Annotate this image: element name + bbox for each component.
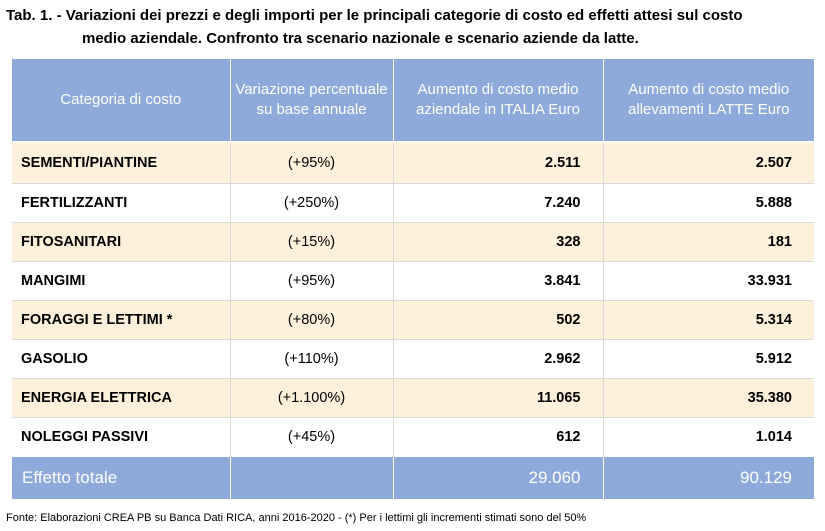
cell-latte: 5.314 — [602, 300, 814, 340]
cell-latte: 5.912 — [602, 339, 814, 379]
total-label: Effetto totale — [12, 456, 230, 499]
cell-italia: 11.065 — [392, 378, 603, 418]
table-row: FERTILIZZANTI (+250%) 7.240 5.888 — [12, 183, 814, 223]
cell-variation: (+15%) — [229, 222, 393, 262]
table-row: ENERGIA ELETTRICA (+1.100%) 11.065 35.38… — [12, 378, 814, 418]
cell-variation: (+95%) — [229, 141, 393, 184]
table-title: Tab. 1. - Variazioni dei prezzi e degli … — [6, 4, 818, 50]
total-latte: 90.129 — [602, 456, 814, 499]
table-header-row: Categoria di costo Variazione percentual… — [12, 59, 814, 142]
table-row: NOLEGGI PASSIVI (+45%) 612 1.014 — [12, 417, 814, 457]
cell-category: FITOSANITARI — [12, 222, 230, 262]
cell-latte: 181 — [602, 222, 814, 262]
cell-category: NOLEGGI PASSIVI — [12, 417, 230, 457]
cell-category: SEMENTI/PIANTINE — [12, 141, 230, 184]
cell-category: FERTILIZZANTI — [12, 183, 230, 223]
cell-variation: (+80%) — [229, 300, 393, 340]
cell-italia: 328 — [392, 222, 603, 262]
source-footnote: Fonte: Elaborazioni CREA PB su Banca Dat… — [6, 512, 587, 524]
cell-latte: 2.507 — [602, 141, 814, 184]
header-latte: Aumento di costo medio allevamenti LATTE… — [602, 59, 814, 142]
cell-variation: (+110%) — [229, 339, 393, 379]
table-row: SEMENTI/PIANTINE (+95%) 2.511 2.507 — [12, 141, 814, 184]
total-italia: 29.060 — [392, 456, 603, 499]
total-variation-empty — [229, 456, 393, 499]
cell-category: GASOLIO — [12, 339, 230, 379]
cell-italia: 7.240 — [392, 183, 603, 223]
cell-latte: 33.931 — [602, 261, 814, 301]
cell-italia: 2.511 — [392, 141, 603, 184]
cell-italia: 3.841 — [392, 261, 603, 301]
cell-category: FORAGGI E LETTIMI * — [12, 300, 230, 340]
cell-latte: 5.888 — [602, 183, 814, 223]
table-row: FORAGGI E LETTIMI * (+80%) 502 5.314 — [12, 300, 814, 340]
table-title-line-2: medio aziendale. Confronto tra scenario … — [82, 30, 639, 47]
cell-latte: 1.014 — [602, 417, 814, 457]
table-row: GASOLIO (+110%) 2.962 5.912 — [12, 339, 814, 379]
header-variation: Variazione percentuale su base annuale — [229, 59, 393, 142]
cell-category: MANGIMI — [12, 261, 230, 301]
cell-italia: 502 — [392, 300, 603, 340]
cell-latte: 35.380 — [602, 378, 814, 418]
header-category: Categoria di costo — [12, 59, 230, 142]
cell-variation: (+45%) — [229, 417, 393, 457]
header-italia: Aumento di costo medio aziendale in ITAL… — [392, 59, 603, 142]
table-row: MANGIMI (+95%) 3.841 33.931 — [12, 261, 814, 301]
cell-variation: (+250%) — [229, 183, 393, 223]
cost-table: Categoria di costo Variazione percentual… — [12, 59, 814, 499]
table-row: FITOSANITARI (+15%) 328 181 — [12, 222, 814, 262]
cell-italia: 2.962 — [392, 339, 603, 379]
cell-category: ENERGIA ELETTRICA — [12, 378, 230, 418]
total-row: Effetto totale 29.060 90.129 — [12, 456, 814, 499]
cell-variation: (+95%) — [229, 261, 393, 301]
cell-variation: (+1.100%) — [229, 378, 393, 418]
cell-italia: 612 — [392, 417, 603, 457]
table-title-line-1: Tab. 1. - Variazioni dei prezzi e degli … — [6, 7, 743, 24]
